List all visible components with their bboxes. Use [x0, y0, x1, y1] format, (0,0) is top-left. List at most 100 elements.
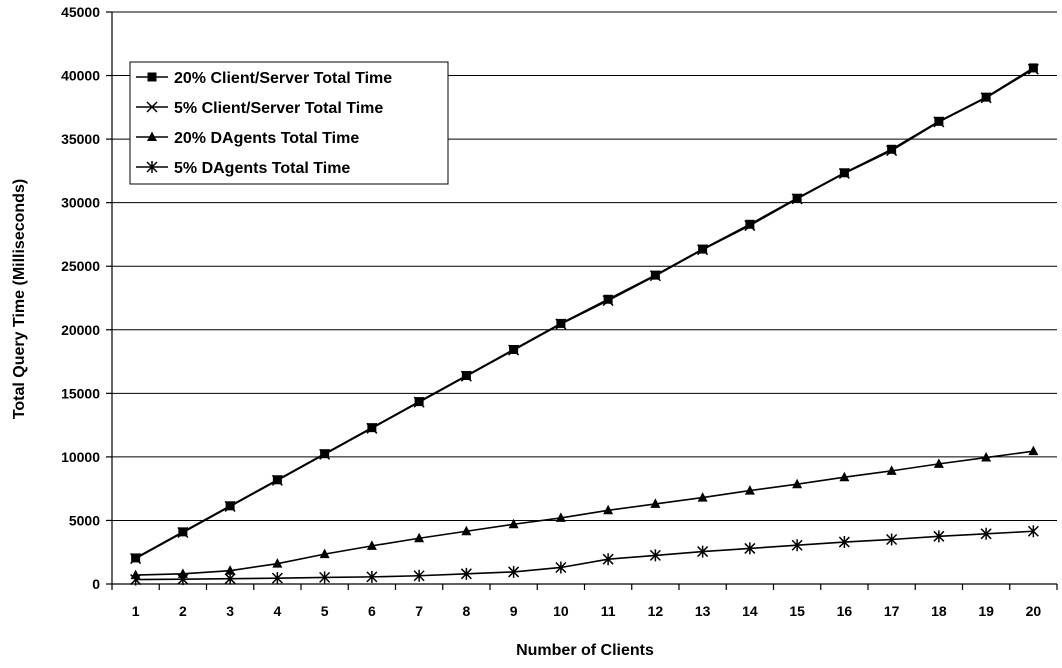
data-point — [272, 558, 283, 568]
data-point — [224, 572, 236, 585]
legend-label: 5% DAgents Total Time — [174, 160, 350, 177]
y-tick-label: 10000 — [61, 449, 100, 465]
series-line — [135, 450, 1034, 576]
data-point — [413, 569, 425, 582]
x-axis-title: Number of Clients — [516, 642, 654, 659]
y-axis-title: Total Query Time (Milliseconds) — [11, 179, 28, 419]
data-point — [744, 220, 756, 232]
legend-marker — [146, 161, 158, 173]
data-point — [319, 571, 331, 584]
x-tick-label: 2 — [179, 603, 187, 619]
data-point — [792, 478, 803, 489]
data-point — [1028, 63, 1038, 73]
data-point — [555, 512, 566, 522]
x-tick-label: 4 — [273, 603, 281, 619]
legend-marker — [147, 131, 157, 141]
data-point — [366, 422, 378, 434]
legend-label: 20% DAgents Total Time — [174, 130, 359, 147]
x-tick-label: 11 — [601, 603, 616, 619]
data-point — [933, 116, 945, 128]
data-point — [1027, 525, 1039, 538]
legend-label: 20% Client/Server Total Time — [174, 70, 392, 87]
data-point — [886, 465, 897, 475]
data-point — [508, 565, 520, 578]
data-point — [177, 526, 189, 539]
data-point — [649, 270, 661, 282]
data-point — [791, 193, 803, 205]
x-tick-label: 20 — [1026, 603, 1042, 619]
legend-marker — [147, 72, 157, 82]
series-line — [135, 530, 1034, 581]
data-point — [225, 565, 236, 575]
legend-marker — [146, 101, 158, 113]
y-tick-label: 40000 — [61, 68, 100, 84]
data-point — [839, 471, 850, 482]
data-point — [366, 570, 378, 583]
data-point — [697, 244, 709, 256]
x-tick-label: 15 — [789, 603, 805, 619]
data-point — [508, 518, 519, 529]
data-point — [838, 536, 850, 549]
data-point — [319, 448, 331, 460]
data-point — [838, 167, 850, 179]
data-point — [224, 500, 236, 512]
data-point — [271, 572, 283, 585]
series-2 — [130, 63, 1039, 565]
legend-item: 5% Client/Server Total Time — [136, 100, 383, 117]
data-point — [886, 533, 898, 546]
data-point — [602, 295, 614, 307]
legend-label: 5% Client/Server Total Time — [174, 100, 383, 117]
x-tick-label: 3 — [226, 603, 234, 619]
legend-item: 20% DAgents Total Time — [136, 130, 359, 147]
data-point — [177, 568, 188, 578]
data-point — [413, 396, 425, 408]
x-tick-label: 5 — [321, 603, 329, 619]
series-3 — [130, 445, 1039, 580]
x-tick-label: 18 — [931, 603, 947, 619]
data-point — [744, 542, 756, 555]
data-point — [650, 498, 661, 508]
x-tick-label: 10 — [553, 603, 569, 619]
data-point — [508, 344, 520, 356]
data-point — [460, 370, 472, 382]
data-point — [603, 504, 614, 515]
legend-item: 5% DAgents Total Time — [136, 160, 350, 177]
data-point — [933, 458, 944, 468]
data-point — [1028, 445, 1039, 456]
y-tick-label: 35000 — [61, 131, 100, 147]
data-point — [366, 540, 377, 550]
data-point — [980, 92, 992, 104]
data-point — [460, 567, 472, 580]
data-point — [886, 145, 898, 157]
data-point — [461, 525, 472, 536]
series-4 — [130, 525, 1039, 586]
data-point — [981, 452, 992, 462]
x-tick-label: 8 — [462, 603, 470, 619]
x-tick-label: 1 — [132, 603, 140, 619]
x-tick-label: 19 — [978, 603, 994, 619]
data-point — [697, 492, 708, 502]
x-tick-label: 12 — [648, 603, 664, 619]
data-point — [130, 553, 142, 565]
data-point — [603, 294, 613, 304]
data-point — [933, 530, 945, 543]
x-tick-label: 7 — [415, 603, 423, 619]
data-point — [555, 318, 567, 330]
y-tick-label: 25000 — [61, 258, 100, 274]
series-line — [135, 68, 1034, 560]
data-point — [980, 527, 992, 540]
x-tick-label: 17 — [884, 603, 900, 619]
data-point — [697, 545, 709, 558]
legend-box — [129, 61, 449, 185]
data-point — [414, 532, 425, 543]
data-point — [130, 573, 142, 586]
data-point — [319, 548, 330, 559]
x-tick-label: 9 — [510, 603, 518, 619]
data-point — [887, 144, 897, 154]
data-point — [602, 553, 614, 566]
y-tick-label: 5000 — [69, 512, 100, 528]
data-point — [1027, 63, 1039, 75]
x-tick-label: 16 — [837, 603, 853, 619]
